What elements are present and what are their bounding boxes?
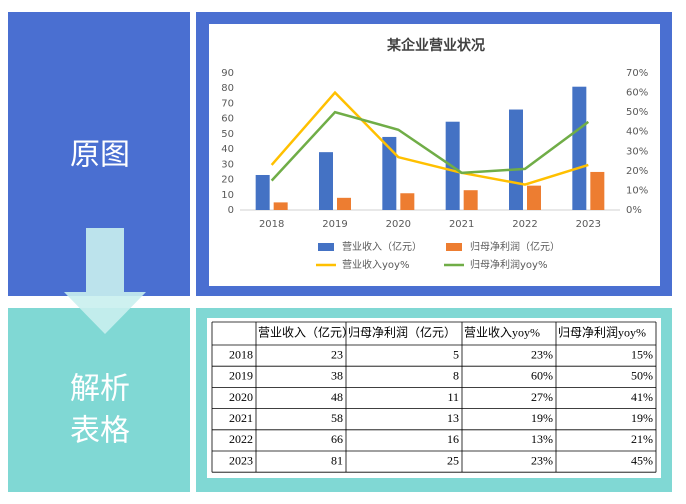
y-tick-label: 30 [221, 159, 234, 170]
line [270, 90, 589, 186]
y-tick-label: 0 [228, 205, 234, 216]
bar [273, 202, 288, 210]
y-tick-label: 20 [221, 175, 234, 186]
bar [590, 171, 605, 210]
table-cell: 2023 [229, 453, 253, 467]
x-tick-label: 2022 [512, 219, 537, 230]
x-tick-label: 2021 [449, 219, 474, 230]
legend-label: 归母净利润（亿元） [470, 240, 560, 253]
y2-tick-label: 20% [626, 166, 648, 177]
y2-tick-label: 30% [626, 146, 648, 157]
line [270, 110, 590, 182]
table-cell: 48 [331, 390, 343, 404]
table-cell: 45% [631, 453, 653, 467]
table-cell: 50% [631, 369, 653, 383]
bar [509, 109, 523, 210]
y-tick-label: 10 [221, 190, 234, 201]
bar [463, 190, 478, 210]
table-cell: 25 [447, 453, 459, 467]
column-header: 营业收入（亿元） [258, 324, 354, 339]
table-cell: 2018 [229, 347, 253, 361]
table-cell: 16 [447, 432, 459, 446]
bar [337, 197, 351, 210]
bar [527, 185, 541, 210]
table-cell: 19% [531, 411, 553, 425]
table-cell: 81 [331, 453, 343, 467]
table-area [207, 318, 661, 478]
table-cell: 15% [631, 347, 653, 361]
column-header: 归母净利润（亿元） [348, 324, 456, 339]
parsed-panel [8, 308, 190, 492]
y-tick-label: 50 [221, 129, 234, 140]
y2-tick-label: 70% [626, 68, 648, 79]
x-tick-label: 2020 [386, 219, 411, 230]
down-arrow [64, 228, 146, 334]
table-cell: 58 [331, 411, 343, 425]
legend-swatch [446, 243, 462, 251]
table-cell: 60% [531, 369, 553, 383]
table-cell: 19% [631, 411, 653, 425]
column-header: 营业收入yoy% [464, 325, 540, 339]
x-tick-label: 2023 [576, 219, 601, 230]
legend-swatch [318, 243, 334, 251]
y2-tick-label: 60% [626, 88, 648, 99]
table-cell: 2019 [229, 369, 253, 383]
y-tick-label: 90 [221, 68, 234, 79]
bar [572, 86, 587, 210]
table-cell: 5 [453, 347, 459, 361]
table-cell: 23% [531, 453, 553, 467]
table-cell: 2022 [229, 432, 253, 446]
bar [382, 136, 397, 210]
table-cell: 2021 [229, 411, 253, 425]
table-cell: 27% [531, 390, 553, 404]
y-tick-label: 60 [221, 114, 234, 125]
table-cell: 38 [331, 369, 343, 383]
bar [255, 174, 270, 210]
original-label: 原图 [70, 138, 130, 173]
table-cell: 2020 [229, 390, 253, 404]
table-cell: 11 [447, 390, 459, 404]
table-cell: 21% [631, 432, 653, 446]
y2-tick-label: 10% [626, 185, 648, 196]
table-cell: 13% [531, 432, 553, 446]
table: 营业收入（亿元）归母净利润（亿元） 营业收入yoy% 归母净利润yoy% 2018 23… [211, 321, 657, 473]
legend-label: 归母净利润yoy% [470, 258, 547, 271]
x-tick-label: 2019 [322, 219, 347, 230]
table-cell: 23 [331, 347, 343, 361]
y2-tick-label: 40% [626, 127, 648, 138]
legend-label: 营业收入（亿元） [342, 240, 422, 253]
x-tick-label: 2018 [259, 219, 284, 230]
table-cell: 8 [453, 369, 459, 383]
chart-title: 某企业营业状况 [387, 37, 485, 54]
table-cell: 41% [631, 390, 653, 404]
y-tick-label: 40 [221, 144, 234, 155]
parsed-label: 解析 [70, 372, 130, 407]
parsed-label: 表格 [70, 414, 130, 449]
y2-tick-label: 50% [626, 107, 648, 118]
y2-tick-label: 0% [626, 205, 642, 216]
table-cell: 13 [447, 411, 459, 425]
bar [400, 193, 415, 210]
table-cell: 66 [331, 432, 343, 446]
y-tick-label: 80 [221, 83, 234, 94]
y-tick-label: 70 [221, 98, 234, 109]
legend-label: 营业收入yoy% [342, 258, 409, 271]
table-cell: 23% [531, 347, 553, 361]
bar [319, 152, 333, 210]
column-header: 归母净利润yoy% [558, 325, 646, 339]
